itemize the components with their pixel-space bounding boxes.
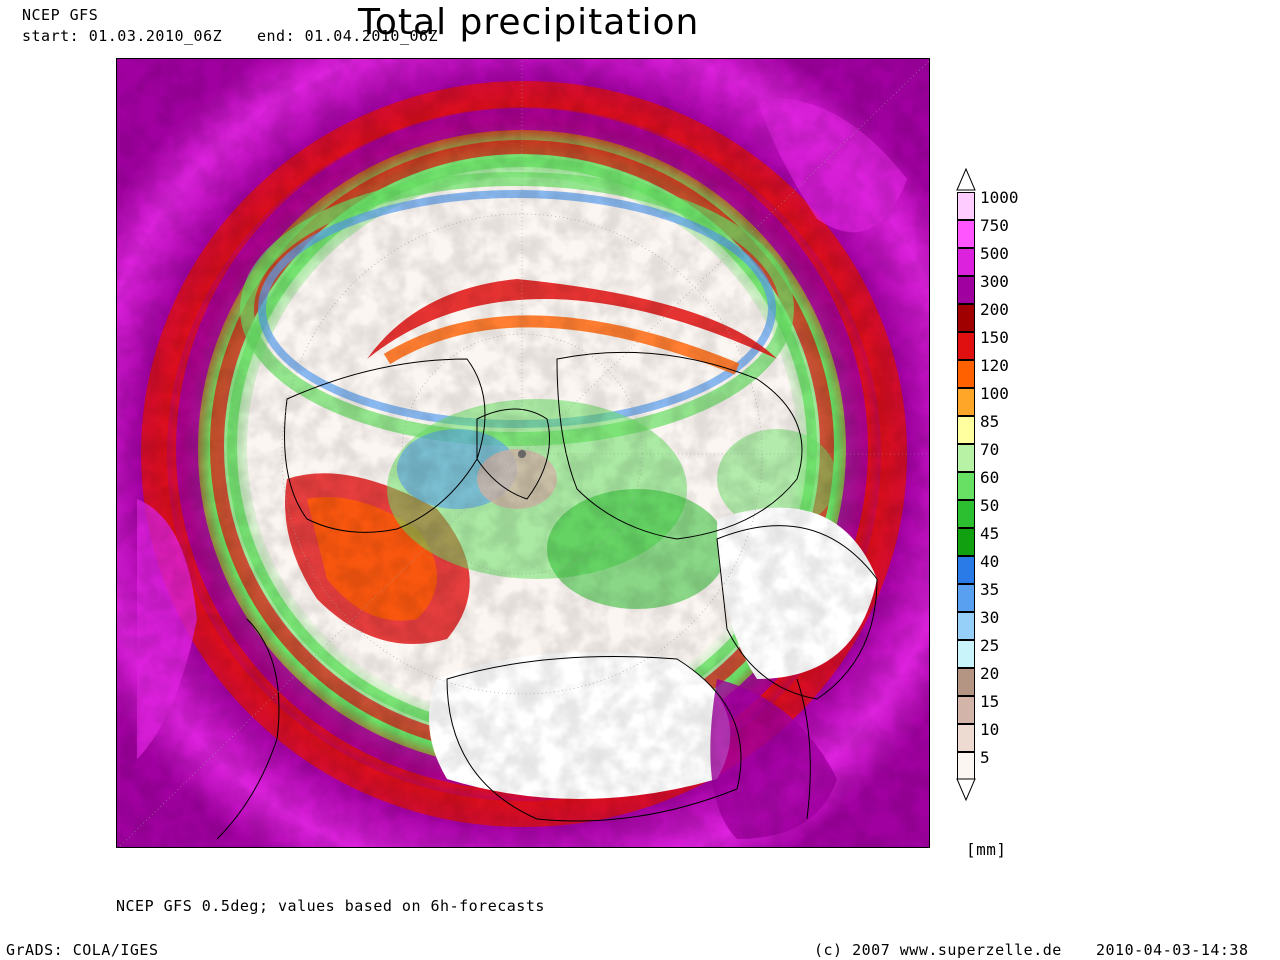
copyright: (c) 2007 www.superzelle.de [814, 941, 1062, 959]
colorbar-label: 750 [980, 216, 1009, 235]
colorbar-swatch [957, 388, 975, 416]
colorbar-label: 200 [980, 300, 1009, 319]
colorbar-swatch [957, 192, 975, 220]
colorbar-label: 150 [980, 328, 1009, 347]
colorbar-swatch [957, 304, 975, 332]
colorbar-label: 1000 [980, 188, 1019, 207]
colorbar-label: 45 [980, 524, 1000, 543]
colorbar-label: 100 [980, 384, 1009, 403]
colorbar-label: 60 [980, 468, 1000, 487]
colorbar-bottom-arrow [956, 778, 976, 802]
colorbar-label: 500 [980, 244, 1009, 263]
colorbar-swatch [957, 724, 975, 752]
colorbar-label: 20 [980, 664, 1000, 683]
colorbar-swatch [957, 500, 975, 528]
colorbar-label: 35 [980, 580, 1000, 599]
colorbar-label: 50 [980, 496, 1000, 515]
colorbar-label: 25 [980, 636, 1000, 655]
colorbar-swatch [957, 472, 975, 500]
colorbar-label: 120 [980, 356, 1009, 375]
colorbar-swatch [957, 248, 975, 276]
colorbar-swatch [957, 528, 975, 556]
colorbar-swatch [957, 444, 975, 472]
colorbar-swatch [957, 696, 975, 724]
precipitation-map [116, 58, 930, 848]
colorbar-swatch [957, 668, 975, 696]
map-canvas [117, 59, 929, 847]
colorbar-swatch [957, 640, 975, 668]
colorbar-swatch [957, 276, 975, 304]
colorbar-label: 70 [980, 440, 1000, 459]
end-date: end: 01.04.2010_06Z [257, 27, 439, 45]
timestamp: 2010-04-03-14:38 [1096, 941, 1249, 959]
map-title: Total precipitation [358, 2, 700, 43]
colorbar-swatch [957, 332, 975, 360]
colorbar-label: 10 [980, 720, 1000, 739]
colorbar-label: 85 [980, 412, 1000, 431]
colorbar-swatch [957, 416, 975, 444]
colorbar-swatch [957, 360, 975, 388]
footer-note: NCEP GFS 0.5deg; values based on 6h-fore… [116, 897, 545, 915]
grads-credit: GrADS: COLA/IGES [6, 941, 159, 959]
colorbar-label: 30 [980, 608, 1000, 627]
colorbar-label: 5 [980, 748, 990, 767]
colorbar-swatch [957, 584, 975, 612]
colorbar-swatch [957, 220, 975, 248]
colorbar-label: 40 [980, 552, 1000, 571]
colorbar-swatch [957, 752, 975, 780]
colorbar-legend: 1000 750 500 300 200 150 120 100 85 70 60 50 45 40 35 3… [952, 168, 1042, 802]
colorbar-swatch [957, 612, 975, 640]
unit-label: [mm] [966, 840, 1007, 859]
colorbar-label: 300 [980, 272, 1009, 291]
north-pole-marker [518, 450, 526, 458]
colorbar-top-arrow [956, 168, 976, 191]
start-date: start: 01.03.2010_06Z [22, 27, 223, 45]
colorbar-swatch [957, 556, 975, 584]
model-label: NCEP GFS [22, 6, 99, 24]
colorbar-label: 15 [980, 692, 1000, 711]
